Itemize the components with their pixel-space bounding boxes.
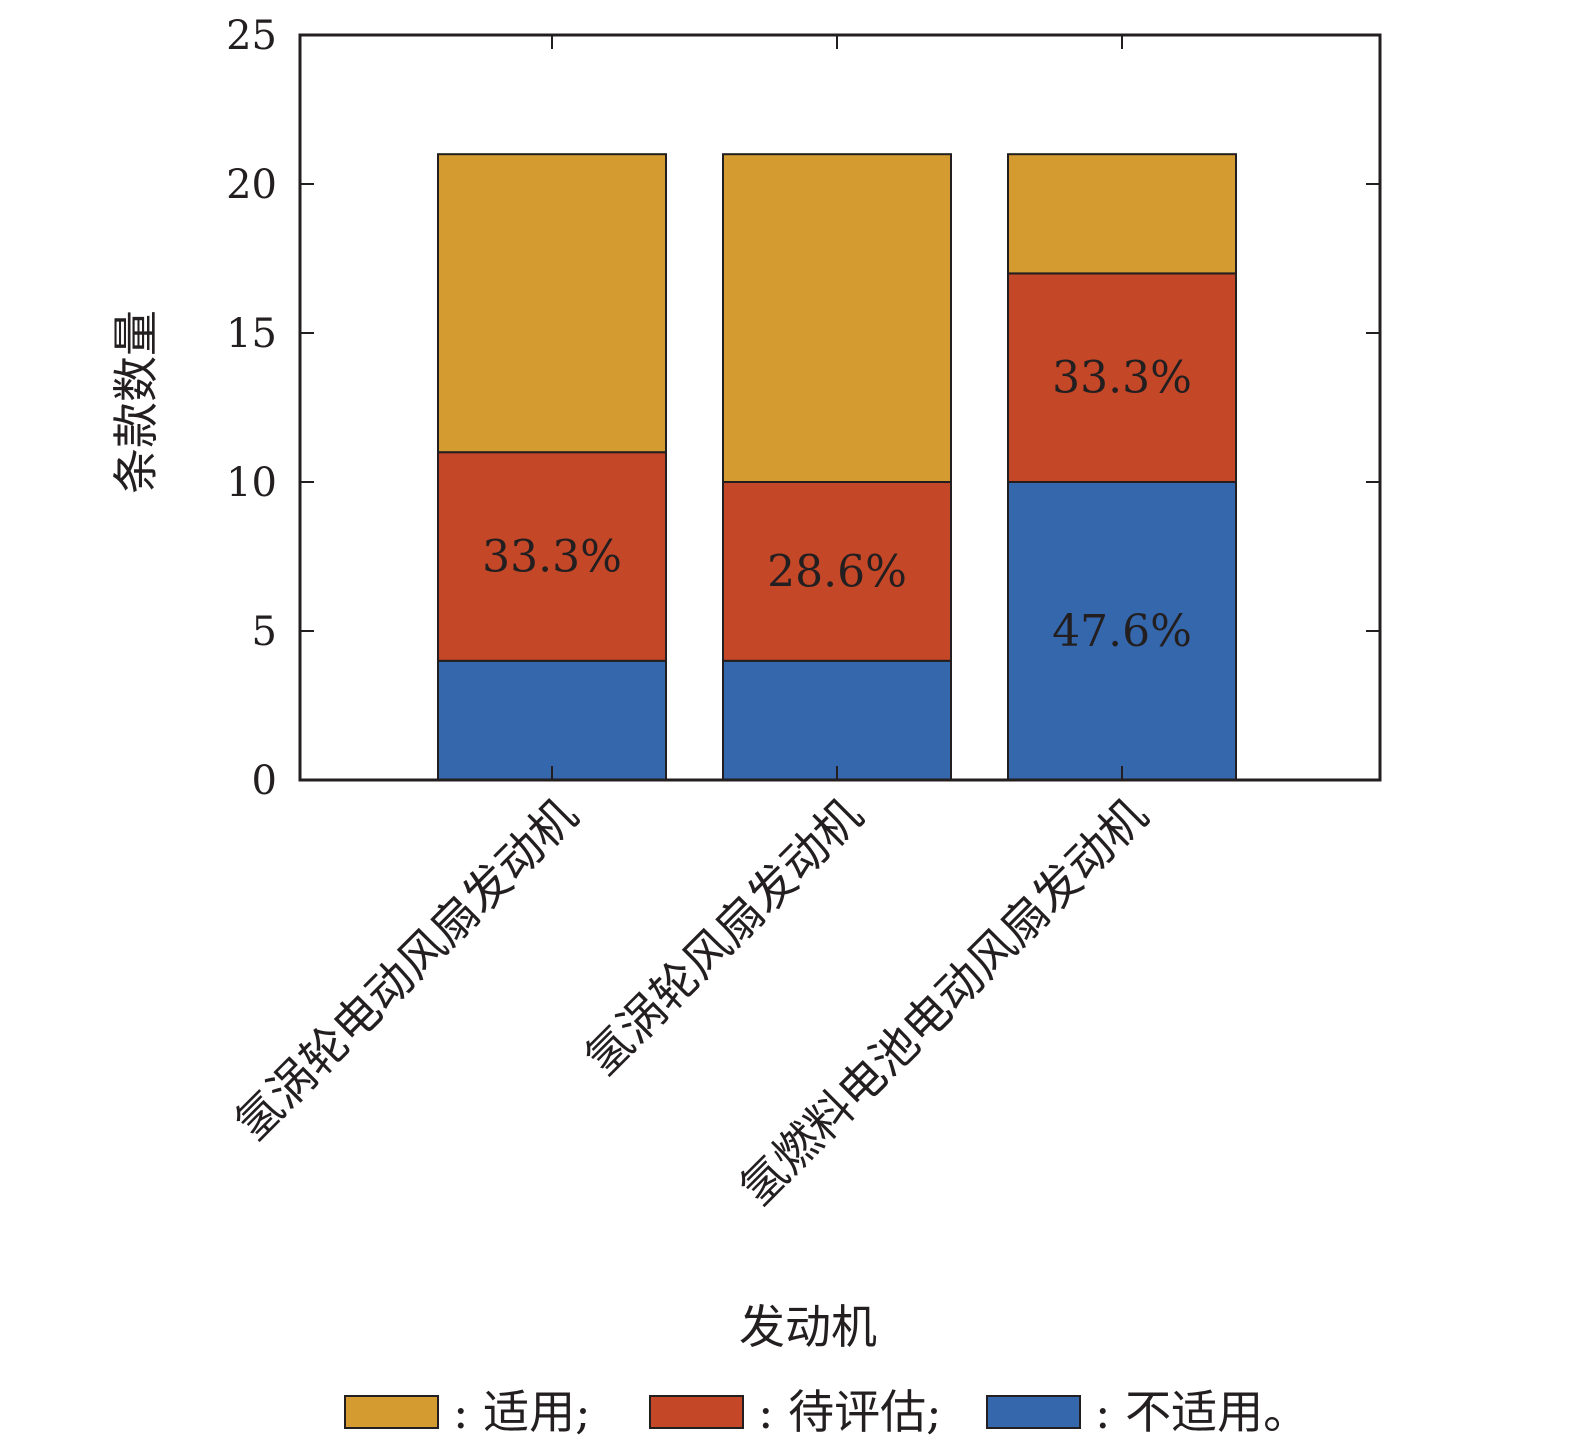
- legend-label: : 待评估;: [758, 1385, 942, 1439]
- x-tick-label: 氢涡轮电动风扇发动机: [224, 788, 587, 1151]
- legend-swatch: [649, 1395, 744, 1429]
- bar-segment-1-2: [437, 451, 667, 662]
- legend-swatch: [344, 1395, 439, 1429]
- bar-segment-2-2: [722, 481, 952, 662]
- bar-segment-2-3: [722, 153, 952, 483]
- y-tick-label: 15: [226, 311, 277, 357]
- data-label: 33.3%: [482, 532, 622, 583]
- x-axis-title: 发动机: [739, 1300, 877, 1354]
- legend-label: : 适用;: [453, 1385, 591, 1439]
- data-label: 33.3%: [1052, 353, 1192, 404]
- legend: : 适用; : 待评估; : 不适用。: [344, 1385, 1309, 1439]
- y-tick-label: 0: [252, 758, 277, 804]
- y-axis-title: 条款数量: [109, 310, 163, 494]
- bar-segment-3-2: [1007, 272, 1237, 483]
- x-tick-label: 氢涡轮风扇发动机: [574, 788, 872, 1086]
- y-tick-label: 25: [226, 13, 277, 59]
- bar-segment-2-1: [722, 659, 952, 781]
- data-label: 47.6%: [1052, 606, 1192, 657]
- bar-segment-1-3: [437, 153, 667, 454]
- y-tick-label: 20: [226, 162, 277, 208]
- bar-segment-3-3: [1007, 153, 1237, 275]
- y-tick-label: 5: [252, 609, 277, 655]
- legend-swatch: [986, 1395, 1081, 1429]
- plot-area-frame: [298, 33, 1382, 782]
- legend-label: : 不适用。: [1095, 1385, 1309, 1439]
- y-tick-label: 10: [226, 460, 277, 506]
- bar-segment-1-1: [437, 659, 667, 781]
- data-label: 28.6%: [767, 546, 907, 597]
